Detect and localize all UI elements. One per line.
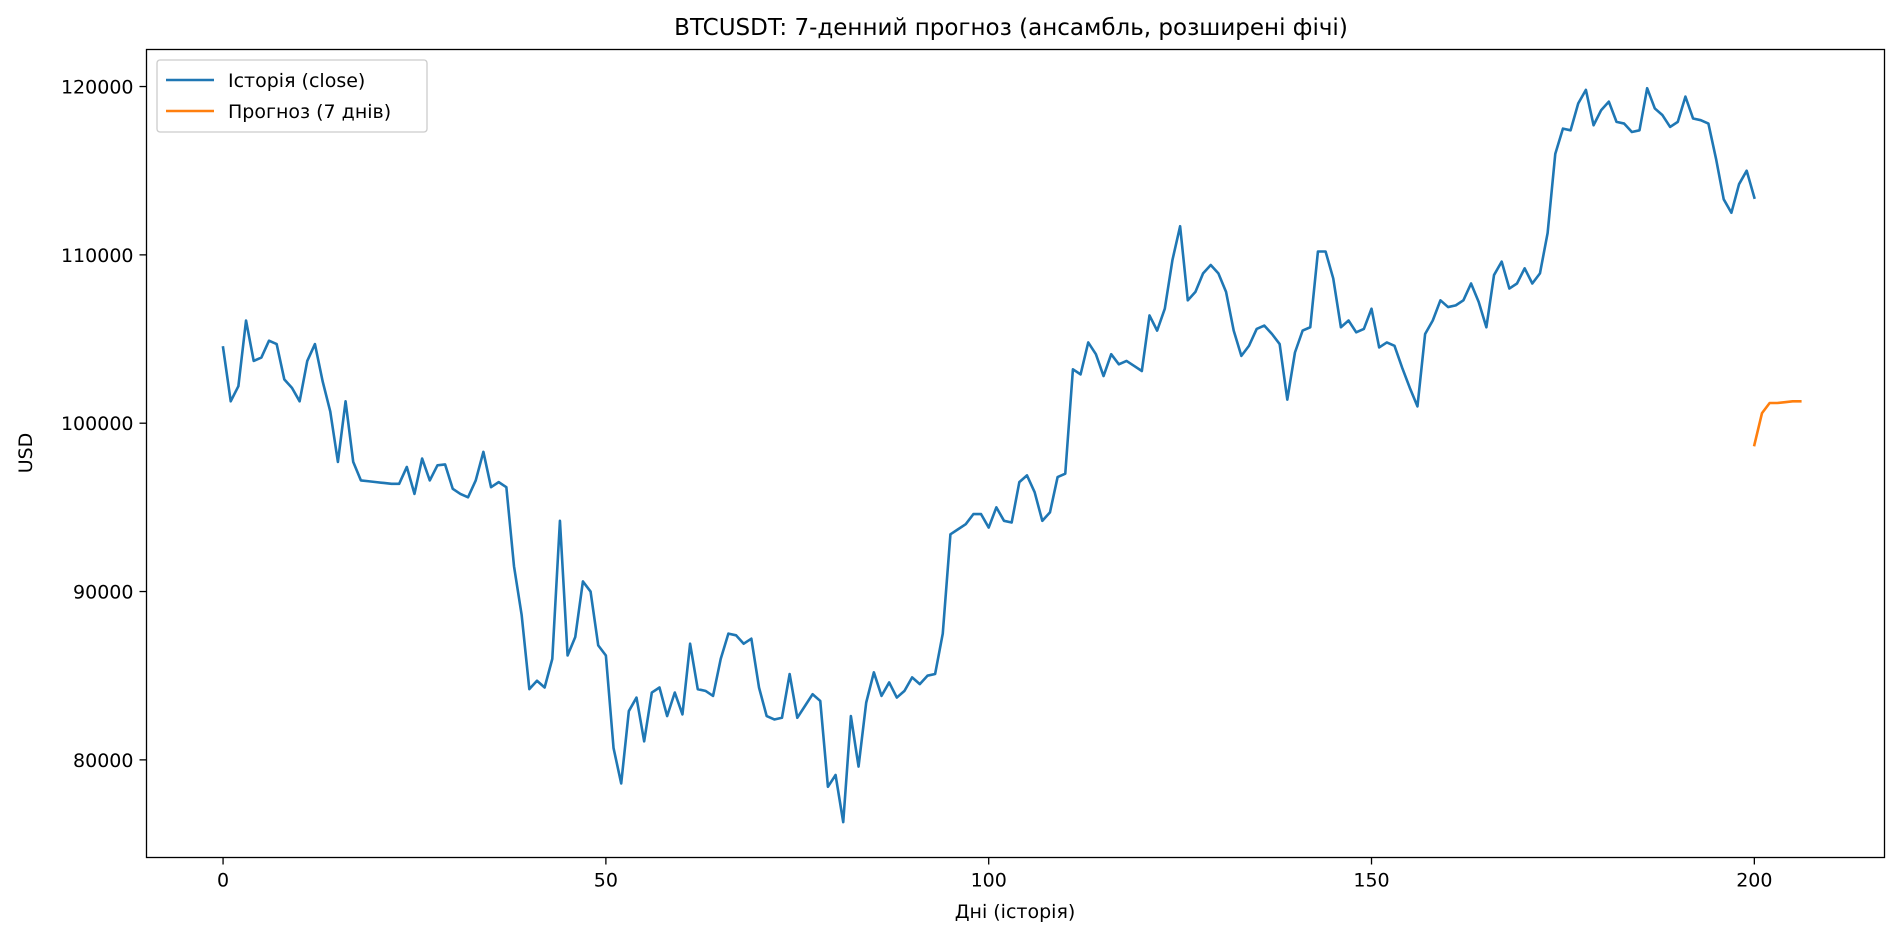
series-line-0: [221, 86, 1756, 824]
legend: Історія (close) Прогноз (7 днів): [156, 59, 428, 133]
plot-frame: [145, 48, 1886, 859]
x-tick-label: 50: [594, 870, 618, 892]
y-axis: 80000 90000 100000 110000 120000: [61, 77, 147, 772]
y-tick-label: 80000: [73, 750, 133, 772]
x-axis: 0 50 100 150 200: [217, 857, 1772, 892]
legend-label-history: Історія (close): [228, 70, 365, 92]
x-tick-label: 200: [1736, 870, 1772, 892]
series-layer: [221, 86, 1802, 824]
y-axis-label: USD: [15, 433, 37, 474]
chart-title: BTCUSDT: 7-денний прогноз (ансамбль, роз…: [674, 15, 1348, 41]
legend-box: [156, 59, 428, 133]
y-tick-label: 90000: [73, 582, 133, 604]
x-tick-label: 100: [971, 870, 1007, 892]
y-tick-label: 100000: [61, 413, 134, 435]
y-tick-label: 110000: [61, 245, 134, 267]
x-tick-label: 0: [217, 870, 229, 892]
x-axis-label: Дні (історія): [955, 901, 1076, 923]
x-tick-label: 150: [1353, 870, 1389, 892]
y-tick-label: 120000: [61, 77, 134, 99]
legend-label-forecast: Прогноз (7 днів): [228, 101, 391, 123]
series-line-1: [1752, 400, 1802, 447]
